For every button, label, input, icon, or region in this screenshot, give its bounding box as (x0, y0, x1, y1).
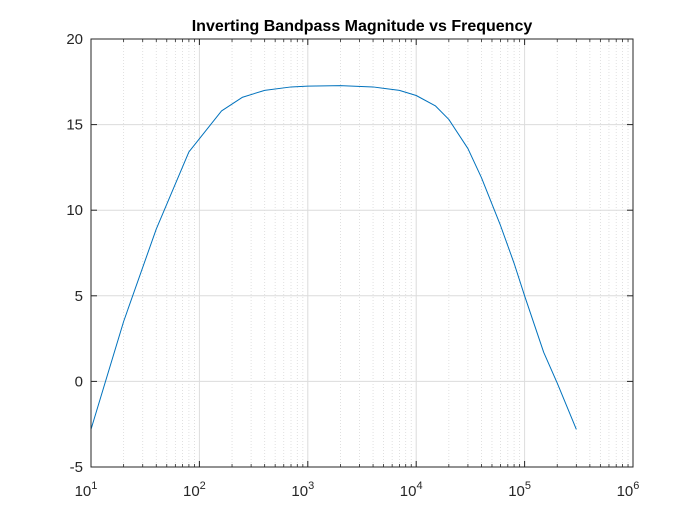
axes-box (90, 38, 634, 468)
series-layer (90, 85, 577, 430)
y-tick-label: 15 (66, 117, 83, 134)
x-tick-label: 106 (617, 480, 640, 500)
y-tick-label: 5 (75, 288, 83, 305)
y-tick-label: 20 (66, 31, 83, 48)
plot-area (91, 39, 633, 467)
x-tick-label: 105 (508, 480, 531, 500)
x-tick-label: 102 (183, 480, 206, 500)
y-tick-label: -5 (70, 459, 83, 476)
tick-labels: 101 102 103 104 105 106 -5 0 5 10 15 20 (66, 31, 639, 500)
series-line (90, 85, 577, 430)
x-tick-label: 101 (75, 480, 98, 500)
x-tick-label: 103 (291, 480, 314, 500)
ticks (90, 38, 634, 468)
x-tick-label: 104 (400, 480, 423, 500)
y-tick-label: 10 (66, 202, 83, 219)
y-tick-label: 0 (75, 373, 83, 390)
chart-title: Inverting Bandpass Magnitude vs Frequenc… (192, 18, 533, 35)
